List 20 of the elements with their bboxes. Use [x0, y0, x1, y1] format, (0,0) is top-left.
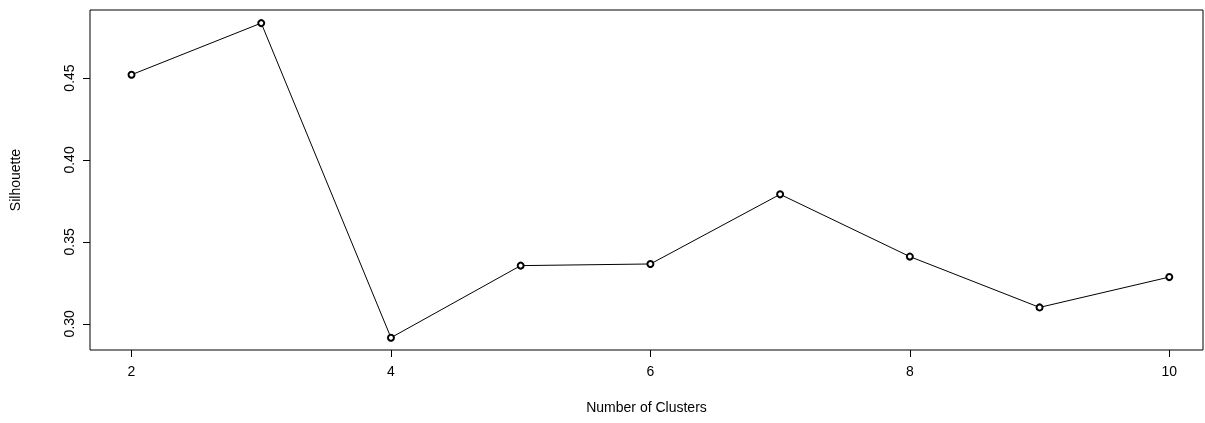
point — [646, 259, 655, 268]
x-tick-label: 10 — [1161, 363, 1178, 379]
x-tick-label: 8 — [905, 363, 914, 379]
x-tick-label: 2 — [127, 363, 136, 379]
point — [127, 70, 136, 79]
x-tick-label: 4 — [387, 363, 396, 379]
point — [905, 252, 914, 261]
x-tick-label: 6 — [646, 363, 655, 379]
y-tick-label: 0.30 — [61, 309, 77, 338]
y-axis-title: Silhouette — [7, 148, 23, 212]
point — [257, 19, 266, 28]
y-tick-label: 0.45 — [61, 64, 77, 92]
point — [1035, 303, 1044, 312]
x-axis-title: Number of Clusters — [586, 399, 707, 415]
y-tick-label: 0.40 — [61, 146, 77, 174]
point — [776, 190, 785, 199]
point — [386, 333, 395, 342]
y-tick-label: 0.35 — [61, 228, 77, 256]
point — [516, 261, 525, 270]
point — [1165, 273, 1174, 282]
